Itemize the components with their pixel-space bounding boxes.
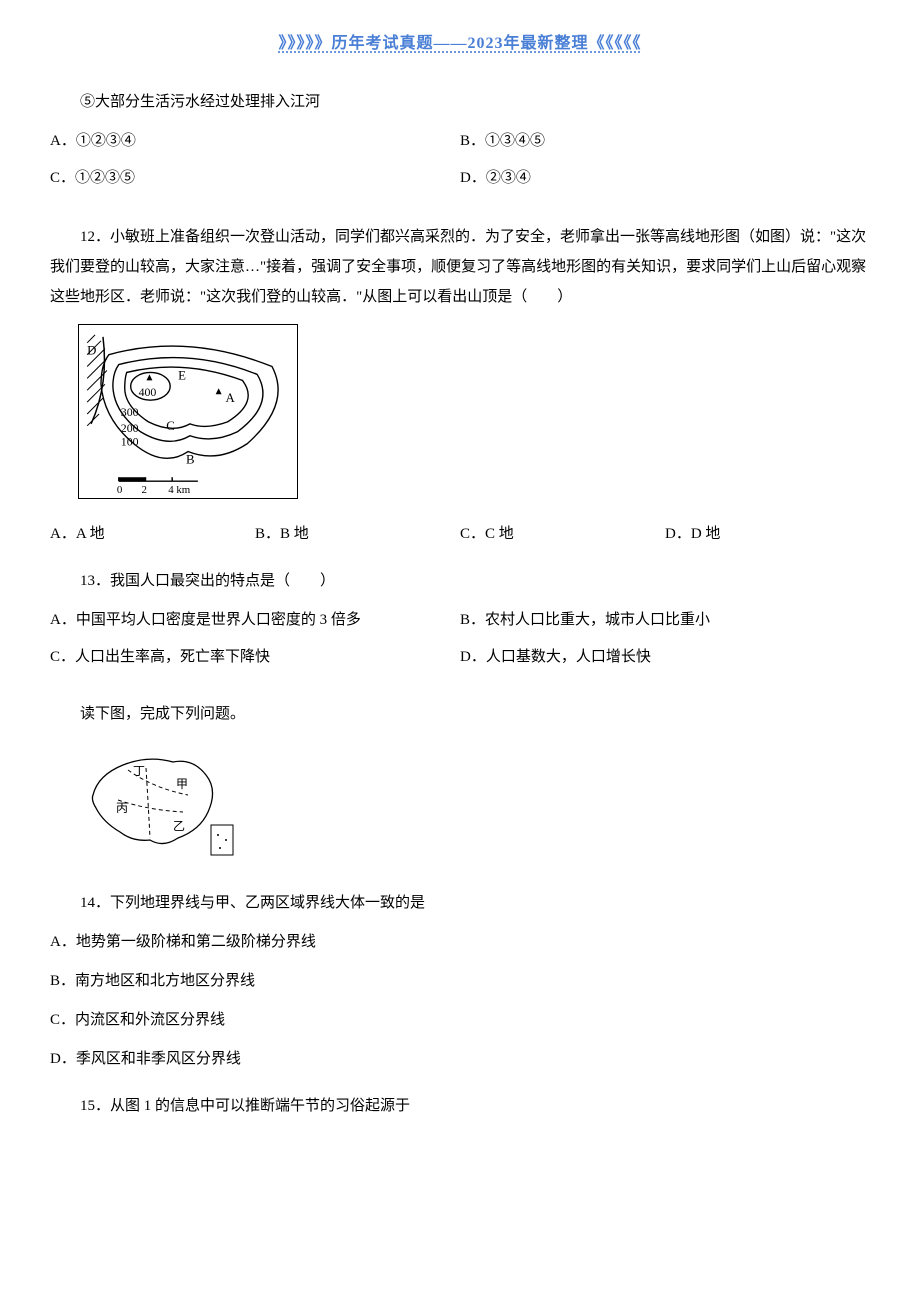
q11-optC: C．①②③⑤ (50, 165, 460, 192)
svg-text:E: E (178, 368, 186, 382)
q13-options: A．中国平均人口密度是世界人口密度的 3 倍多 B．农村人口比重大，城市人口比重… (50, 607, 870, 681)
svg-text:400: 400 (139, 385, 157, 399)
q12-optC: C．C 地 (460, 521, 665, 548)
q13-optC: C．人口出生率高，死亡率下降快 (50, 644, 460, 671)
q11-stmt5: ⑤大部分生活污水经过处理排入江河 (50, 89, 870, 116)
svg-text:甲: 甲 (176, 777, 188, 791)
q13-stem: 13．我国人口最突出的特点是（ ） (50, 568, 870, 595)
china-map-figure: 丁 甲 丙 乙 (78, 740, 870, 870)
svg-text:A: A (226, 391, 236, 405)
q12-contour-figure: 400 300 200 100 A B C D E 0 2 4 km (78, 324, 870, 509)
china-map-svg: 丁 甲 丙 乙 (78, 740, 238, 860)
q14-stem: 14．下列地理界线与甲、乙两区域界线大体一致的是 (50, 890, 870, 917)
q15-stem: 15．从图 1 的信息中可以推断端午节的习俗起源于 (50, 1093, 870, 1120)
q11-options: A．①②③④ B．①③④⑤ C．①②③⑤ D．②③④ (50, 128, 870, 202)
q11-optB: B．①③④⑤ (460, 128, 870, 155)
svg-text:200: 200 (121, 421, 139, 435)
svg-text:D: D (87, 343, 96, 357)
q14-optC: C．内流区和外流区分界线 (50, 1007, 870, 1034)
svg-text:2: 2 (142, 484, 147, 496)
q12-stem: 12．小敏班上准备组织一次登山活动，同学们都兴高采烈的．为了安全，老师拿出一张等… (50, 222, 870, 312)
svg-text:4 km: 4 km (168, 484, 191, 496)
q14-optA: A．地势第一级阶梯和第二级阶梯分界线 (50, 929, 870, 956)
q12-optA: A．A 地 (50, 521, 255, 548)
svg-text:300: 300 (121, 405, 139, 419)
svg-text:丁: 丁 (133, 764, 145, 778)
q14-optD: D．季风区和非季风区分界线 (50, 1046, 870, 1073)
q12-options: A．A 地 B．B 地 C．C 地 D．D 地 (50, 521, 870, 548)
svg-text:乙: 乙 (173, 819, 185, 833)
contour-map-svg: 400 300 200 100 A B C D E 0 2 4 km (78, 324, 298, 499)
svg-text:100: 100 (121, 434, 139, 448)
q14-optB: B．南方地区和北方地区分界线 (50, 968, 870, 995)
readfig-text: 读下图，完成下列问题。 (50, 701, 870, 728)
q12-optD: D．D 地 (665, 521, 870, 548)
q13-optA: A．中国平均人口密度是世界人口密度的 3 倍多 (50, 607, 460, 634)
q13-optB: B．农村人口比重大，城市人口比重小 (460, 607, 870, 634)
q13-optD: D．人口基数大，人口增长快 (460, 644, 870, 671)
q12-optB: B．B 地 (255, 521, 460, 548)
q11-optD: D．②③④ (460, 165, 870, 192)
q11-optA: A．①②③④ (50, 128, 460, 155)
svg-text:C: C (166, 419, 175, 433)
svg-text:丙: 丙 (116, 801, 128, 815)
svg-text:B: B (186, 452, 195, 466)
page-header: 》》》》》历年考试真题——2023年最新整理《《《《《 (50, 30, 870, 59)
svg-text:0: 0 (117, 484, 123, 496)
